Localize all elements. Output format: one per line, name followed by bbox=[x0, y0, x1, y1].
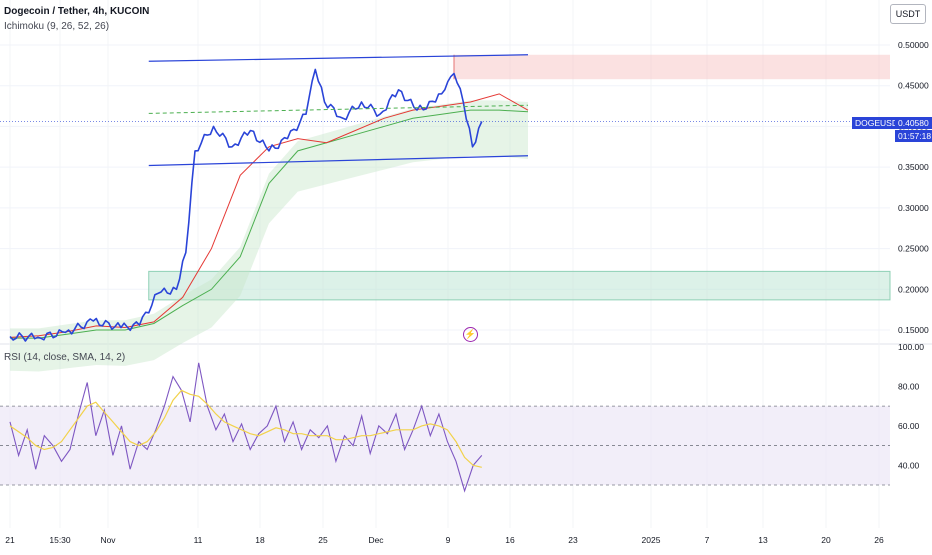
last-price-tag: 0.40580 bbox=[895, 117, 932, 129]
channel-upper-line bbox=[148, 54, 529, 62]
time-tick-label: 26 bbox=[874, 535, 884, 545]
price-candles bbox=[9, 68, 483, 342]
time-tick-label: 18 bbox=[255, 535, 265, 545]
kijun-line bbox=[10, 109, 529, 339]
lightning-icon[interactable]: ⚡ bbox=[463, 327, 478, 342]
time-tick-label: 13 bbox=[758, 535, 768, 545]
rsi-tick-label: 60.00 bbox=[898, 421, 920, 431]
rsi-tick-label: 80.00 bbox=[898, 381, 920, 391]
price-tick-label: 0.20000 bbox=[898, 284, 929, 294]
tenkan-line bbox=[9, 93, 529, 338]
time-tick-label: 2025 bbox=[642, 535, 661, 545]
price-tick-label: 0.45000 bbox=[898, 81, 929, 91]
time-tick-label: Nov bbox=[100, 535, 116, 545]
channel-lower-line bbox=[148, 155, 529, 167]
symbol-price-tag: DOGEUSDT bbox=[852, 117, 907, 129]
time-tick-label: Dec bbox=[368, 535, 384, 545]
supply-zone bbox=[454, 54, 890, 80]
ichimoku-indicator-label[interactable]: Ichimoku (9, 26, 52, 26) bbox=[4, 21, 110, 32]
candle-countdown: 01:57:18 bbox=[895, 130, 932, 142]
time-tick-label: 20 bbox=[821, 535, 831, 545]
demand-zone bbox=[148, 270, 891, 301]
ichimoku-cloud bbox=[10, 100, 528, 372]
price-tick-label: 0.35000 bbox=[898, 162, 929, 172]
rsi-indicator-label[interactable]: RSI (14, close, SMA, 14, 2) bbox=[4, 352, 126, 363]
time-tick-label: 16 bbox=[505, 535, 515, 545]
time-tick-label: 11 bbox=[194, 535, 203, 545]
price-tick-label: 0.30000 bbox=[898, 203, 929, 213]
time-tick-label: 23 bbox=[568, 535, 578, 545]
price-tick-label: 0.25000 bbox=[898, 244, 929, 254]
time-tick-label: 9 bbox=[446, 535, 451, 545]
rsi-line bbox=[9, 362, 483, 493]
price-tick-label: 0.15000 bbox=[898, 325, 929, 335]
time-tick-label: 21 bbox=[5, 535, 15, 545]
chart-title: Dogecoin / Tether, 4h, KUCOIN bbox=[4, 6, 150, 17]
rsi-tick-label: 40.00 bbox=[898, 460, 920, 470]
channel-mid-line bbox=[148, 104, 529, 114]
rsi-ma-line bbox=[9, 389, 482, 468]
time-tick-label: 25 bbox=[318, 535, 328, 545]
time-tick-label: 15:30 bbox=[49, 535, 71, 545]
time-tick-label: 7 bbox=[705, 535, 710, 545]
currency-button[interactable]: USDT bbox=[890, 4, 926, 24]
rsi-tick-label: 100.00 bbox=[898, 342, 924, 352]
price-tick-label: 0.50000 bbox=[898, 40, 929, 50]
